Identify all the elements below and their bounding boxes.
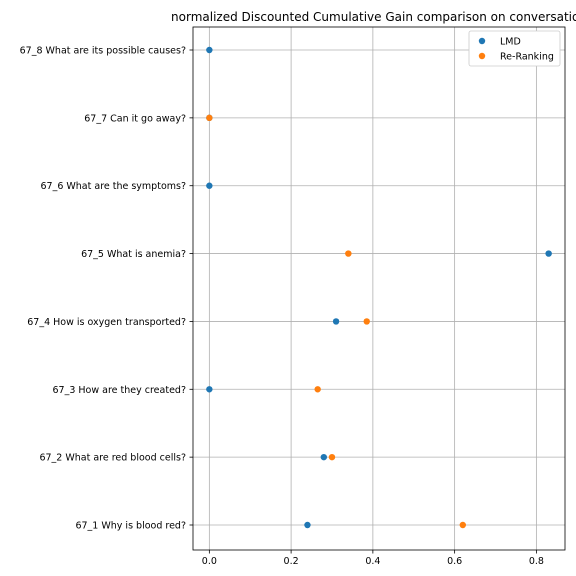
point-lmd <box>304 521 311 529</box>
x-axis: 0.0 0.2 0.4 0.6 0.8 <box>202 550 544 567</box>
point-lmd <box>545 250 552 257</box>
point-lmd <box>206 182 213 189</box>
x-tick-label: 0.4 <box>365 556 380 567</box>
point-re-ranking <box>328 453 336 461</box>
y-tick-label: 67_4 How is oxygen transported? <box>27 317 186 328</box>
point-lmd <box>332 318 340 325</box>
x-tick-label: 0.8 <box>529 556 544 567</box>
point-re-ranking <box>345 250 352 257</box>
y-tick-label: 67_3 How are they created? <box>53 385 187 396</box>
legend: LMD Re-Ranking <box>468 30 561 67</box>
x-tick-label: 0.6 <box>447 556 462 567</box>
chart-title: normalized Discounted Cumulative Gain co… <box>171 10 576 24</box>
y-tick-label: 67_7 Can it go away? <box>84 113 186 124</box>
y-axis: 67_1 Why is blood red? 67_2 What are red … <box>20 46 193 532</box>
legend-box <box>468 30 561 67</box>
x-tick-label: 0.0 <box>202 556 217 567</box>
y-tick-label: 67_6 What are the symptoms? <box>40 181 186 192</box>
point-lmd <box>320 453 328 461</box>
point-re-ranking <box>314 386 321 393</box>
legend-label: LMD <box>500 37 521 48</box>
point-re-ranking <box>206 114 213 122</box>
data-points <box>206 46 552 529</box>
legend-label: Re-Ranking <box>500 52 554 63</box>
y-tick-label: 67_1 Why is blood red? <box>75 521 186 532</box>
y-tick-label: 67_2 What are red blood cells? <box>39 453 186 464</box>
y-tick-label: 67_5 What is anemia? <box>81 249 186 260</box>
plot-frame <box>192 26 566 551</box>
point-lmd <box>206 386 213 393</box>
legend-marker <box>478 37 486 45</box>
point-re-ranking <box>363 318 370 325</box>
point-re-ranking <box>459 521 467 529</box>
grid <box>193 27 565 550</box>
point-lmd <box>206 46 213 54</box>
x-tick-label: 0.2 <box>284 556 299 567</box>
y-tick-label: 67_8 What are its possible causes? <box>20 46 186 57</box>
legend-marker <box>478 52 486 60</box>
